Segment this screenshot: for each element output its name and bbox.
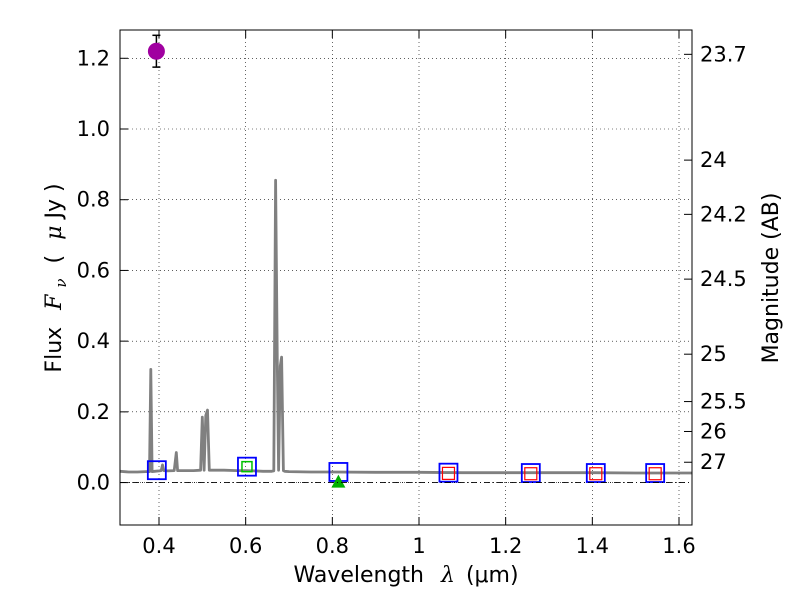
x-axis-label-unit: (μm) — [466, 563, 519, 588]
series-layer — [119, 34, 692, 488]
y-tick-label: 0.4 — [77, 329, 110, 353]
upper-limit-triangle — [331, 474, 346, 488]
y-axis-label: Flux F ν ( μ Jy ) — [42, 183, 72, 372]
x-tick-label: 1 — [412, 534, 425, 558]
mag-tick-label: 25 — [700, 342, 727, 366]
model-photometry-square — [146, 460, 167, 481]
x-tick-label: 1.4 — [576, 534, 609, 558]
x-tick-label: 0.6 — [229, 534, 262, 558]
mag-tick-label: 24.2 — [700, 202, 747, 226]
model-photometry-square — [645, 463, 666, 483]
x-tick-label: 1.6 — [662, 534, 695, 558]
y-tick-label: 0.0 — [77, 471, 110, 495]
mag-tick-label: 27 — [700, 450, 727, 474]
model-photometry-square — [237, 456, 257, 477]
plot-frame — [119, 29, 693, 526]
inner-photometry-square — [441, 466, 456, 480]
mag-tick-label: 24.5 — [700, 267, 747, 291]
inner-photometry-square — [589, 467, 603, 481]
y-axis-label-text: Flux — [42, 327, 67, 373]
mag-tick-label: 23.7 — [700, 42, 747, 66]
mag-tick-label: 25.5 — [700, 390, 747, 414]
y-tick-label: 0.6 — [77, 258, 110, 282]
y-axis-label-symbol: F — [42, 294, 67, 311]
model-photometry-square — [585, 463, 606, 483]
inner-photometry-square — [648, 467, 662, 481]
mag-tick-label: 24 — [700, 148, 727, 172]
detection-point — [147, 42, 165, 60]
inner-photometry-square — [524, 467, 538, 481]
y-axis-label-paren: ( — [42, 255, 67, 264]
y-tick-label: 0.2 — [77, 400, 110, 424]
y-tick-label: 1.2 — [77, 46, 110, 70]
x-axis-label-symbol: λ — [440, 563, 455, 588]
y-axis-label-mu: μ — [42, 226, 67, 240]
x-axis-label: Wavelength λ (μm) — [293, 563, 518, 588]
observed-green-square — [241, 460, 253, 473]
y-tick-label: 1.0 — [77, 117, 110, 141]
y-tick-label: 0.8 — [77, 188, 110, 212]
model-photometry-square — [438, 462, 459, 483]
x-tick-label: 1.2 — [489, 534, 522, 558]
mag-tick-label: 26 — [700, 419, 727, 443]
tick-layer: 0.4 0.6 0.8 1 1.2 1.4 1.6 0.0 0.2 0.4 0.6 0.8 1.0 1.2… — [77, 30, 747, 558]
x-axis-label-text: Wavelength — [293, 563, 424, 588]
sed-model-line — [119, 178, 692, 475]
x-tick-label: 0.8 — [316, 534, 349, 558]
y-axis-label-unit: Jy ) — [42, 183, 67, 220]
model-photometry-square — [520, 463, 541, 483]
x-tick-label: 0.4 — [142, 534, 175, 558]
y-axis-label-subscript: ν — [52, 278, 70, 287]
right-axis-label: Magnitude (AB) — [759, 193, 784, 364]
